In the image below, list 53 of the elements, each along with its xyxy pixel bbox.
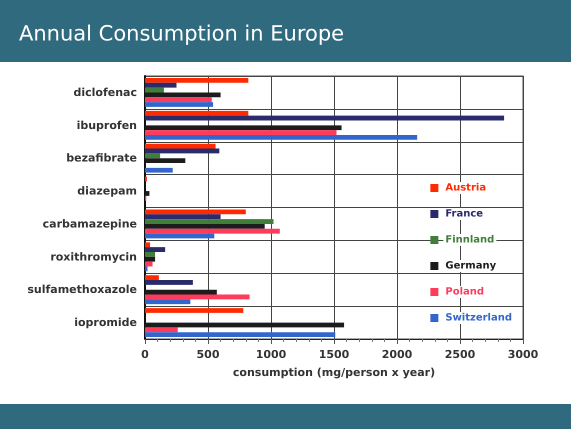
bar [145, 252, 156, 257]
y-tick-label: roxithromycin [50, 250, 137, 264]
bar [145, 78, 248, 83]
bar [145, 242, 150, 248]
x-tick-label: 500 [196, 348, 220, 361]
bar [145, 280, 193, 285]
legend-label: Finnland [445, 234, 494, 246]
bar [145, 88, 164, 92]
bar [145, 308, 244, 313]
x-tick-label: 2500 [444, 348, 476, 361]
legend-label: Poland [445, 286, 484, 298]
bar [145, 327, 178, 332]
bar [145, 144, 216, 149]
x-tick-label: 1000 [256, 348, 287, 361]
bar [145, 130, 337, 135]
bar [145, 332, 336, 338]
x-tick-label: 3000 [508, 348, 539, 361]
bar [145, 299, 190, 304]
bar [145, 214, 221, 220]
bar [145, 275, 159, 280]
legend-label: France [445, 208, 484, 220]
bar [145, 153, 160, 158]
bar [145, 219, 274, 224]
y-tick-label: sulfamethoxazole [27, 283, 137, 296]
x-tick-label: 1500 [318, 348, 350, 361]
bar [145, 247, 166, 252]
legend-label: Germany [445, 260, 497, 272]
y-tick-label: diclofenac [73, 86, 137, 99]
legend-label: Austria [445, 182, 486, 194]
y-tick-label: iopromide [74, 316, 137, 330]
x-tick-label: 0 [141, 348, 150, 361]
bar [145, 262, 153, 266]
bar [145, 134, 418, 140]
y-tick-label: diazepam [77, 184, 137, 198]
chart-title: Annual Consumption in Europe [19, 22, 344, 46]
bar [145, 82, 176, 88]
bar [145, 228, 280, 234]
x-tick-label: 2000 [382, 348, 413, 361]
legend-label: Switzerland [445, 312, 512, 324]
y-tick-label: bezafibrate [66, 152, 137, 165]
bar [145, 209, 246, 214]
bar [145, 148, 220, 154]
y-tick-label: carbamazepine [42, 217, 137, 230]
bar [145, 266, 148, 272]
bar [145, 168, 173, 173]
bar [145, 294, 250, 300]
y-tick-label: ibuprofen [76, 118, 137, 132]
bar [145, 97, 212, 102]
bar [145, 234, 214, 238]
x-axis-title: consumption (mg/person x year) [232, 366, 436, 379]
bar [145, 102, 214, 107]
bar [145, 116, 504, 120]
bar [145, 110, 248, 116]
